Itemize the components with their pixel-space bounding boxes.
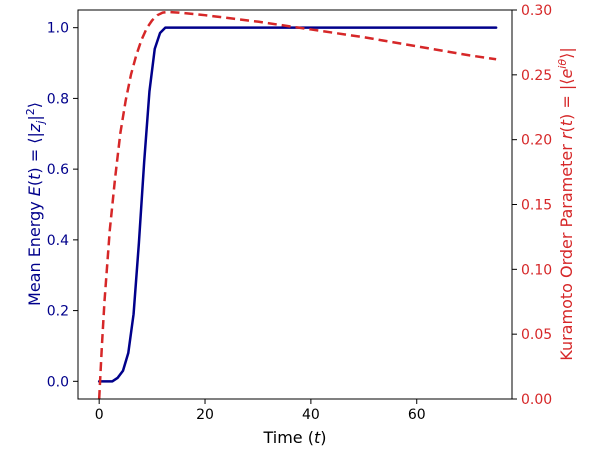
right-y-axis-ticks: 0.00 0.05 0.10 0.15 0.20 0.25 0.30: [512, 3, 552, 408]
series-group: [97, 10, 498, 400]
left-y-tick-label: 0.6: [47, 162, 69, 178]
x-axis-label: Time (t): [262, 428, 326, 447]
left-y-tick-label: 0.0: [47, 374, 69, 390]
x-axis-ticks: 0 20 40 60: [95, 399, 426, 423]
x-tick-label: 60: [408, 407, 426, 423]
left-y-tick-label: 0.8: [47, 91, 69, 107]
mean-energy-line: [97, 26, 498, 383]
right-y-tick-label: 0.30: [521, 3, 552, 19]
left-y-tick-label: 1.0: [47, 21, 69, 37]
left-y-axis-label: Mean Energy E(t) = ⟨|zj|2⟩: [24, 102, 47, 306]
right-y-tick-label: 0.25: [521, 68, 552, 84]
right-y-tick-label: 0.05: [521, 327, 552, 343]
right-y-tick-label: 0.15: [521, 198, 552, 214]
left-y-tick-label: 0.4: [47, 233, 69, 249]
right-y-tick-label: 0.00: [521, 392, 552, 408]
order-parameter-line: [97, 10, 497, 400]
left-y-axis-ticks: 0.0 0.2 0.4 0.6 0.8 1.0: [47, 21, 78, 390]
right-y-axis-label: Kuramoto Order Parameter r(t) = |⟨eiθ⟩|: [556, 47, 576, 360]
x-tick-label: 20: [196, 407, 214, 423]
right-y-tick-label: 0.10: [521, 262, 552, 278]
x-tick-label: 40: [302, 407, 320, 423]
x-tick-label: 0: [95, 407, 104, 423]
plot-frame: [77, 9, 513, 400]
right-y-tick-label: 0.20: [521, 133, 552, 149]
left-y-tick-label: 0.2: [47, 304, 69, 320]
